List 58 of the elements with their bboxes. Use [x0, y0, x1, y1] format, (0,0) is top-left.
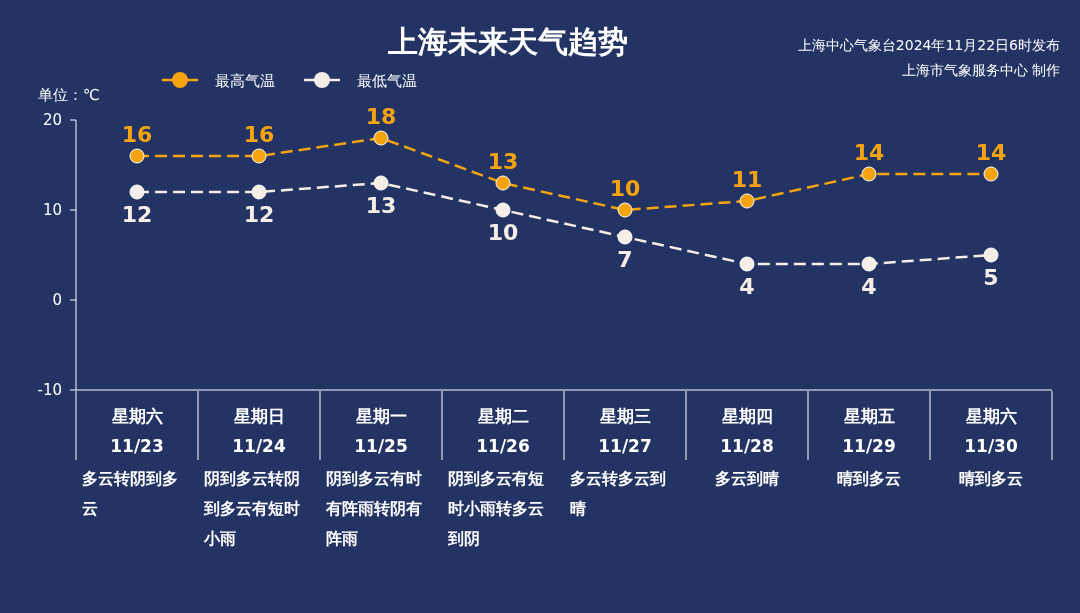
data-label: 11	[731, 167, 763, 192]
y-tick-label: 10	[42, 201, 62, 219]
point	[983, 247, 999, 263]
text: 阴到多云有时有阵雨转阴有阵雨	[325, 469, 422, 548]
data-label: 16	[121, 122, 153, 147]
data-label: 14	[975, 140, 1007, 165]
point	[861, 256, 877, 272]
y-tick-label: 0	[52, 291, 62, 309]
text: 上海市气象服务中心 制作	[901, 62, 1060, 78]
y-axis-title: 单位：℃	[38, 86, 100, 104]
text: 阴到多云有短时小雨转多云到阴	[447, 469, 544, 548]
x-tick-label: 星期六 11/23	[110, 406, 164, 456]
x-tick-label: 星期四 11/28	[720, 406, 774, 456]
point	[617, 202, 633, 218]
data-label: 12	[243, 202, 275, 227]
x-tick-label: 星期二 11/26	[476, 406, 530, 456]
legend-label: 最高气温	[215, 72, 275, 90]
text: 晴到多云	[837, 469, 901, 488]
data-label: 10	[487, 220, 519, 245]
text: 阴到多云转阴到多云有短时小雨	[203, 469, 300, 548]
x-tick-label: 星期一 11/25	[354, 406, 408, 456]
data-label: 10	[609, 176, 641, 201]
point	[495, 175, 511, 191]
data-label: 7	[617, 247, 633, 272]
y-tick-label: -10	[37, 381, 62, 399]
data-label: 18	[365, 104, 397, 129]
data-label: 5	[983, 265, 999, 290]
point	[251, 184, 267, 200]
point	[129, 184, 145, 200]
text: 多云转多云到晴	[570, 469, 666, 518]
point	[739, 193, 755, 209]
point	[373, 175, 389, 191]
point	[861, 166, 877, 182]
data-label: 16	[243, 122, 275, 147]
data-label: 13	[487, 149, 519, 174]
x-tick-label: 星期三 11/27	[598, 406, 652, 456]
data-label: 4	[861, 274, 877, 299]
point	[251, 148, 267, 164]
text: 多云转阴到多云	[82, 469, 178, 518]
point	[373, 130, 389, 146]
text: 多云到晴	[715, 469, 779, 488]
text: 上海中心气象台2024年11月22日6时发布	[797, 37, 1060, 53]
x-tick-label: 星期五 11/29	[842, 406, 896, 456]
point	[617, 229, 633, 245]
y-tick-label: 20	[42, 111, 62, 129]
legend-label: 最低气温	[357, 72, 417, 90]
data-label: 12	[121, 202, 153, 227]
data-label: 4	[739, 274, 755, 299]
point	[983, 166, 999, 182]
x-tick-label: 星期六 11/30	[964, 406, 1018, 456]
point	[129, 148, 145, 164]
x-tick-label: 星期日 11/24	[232, 406, 286, 456]
data-label: 14	[853, 140, 885, 165]
point	[495, 202, 511, 218]
chart-title: 上海未来天气趋势	[387, 24, 628, 59]
data-label: 13	[365, 193, 397, 218]
text: 晴到多云	[959, 469, 1023, 488]
point	[739, 256, 755, 272]
